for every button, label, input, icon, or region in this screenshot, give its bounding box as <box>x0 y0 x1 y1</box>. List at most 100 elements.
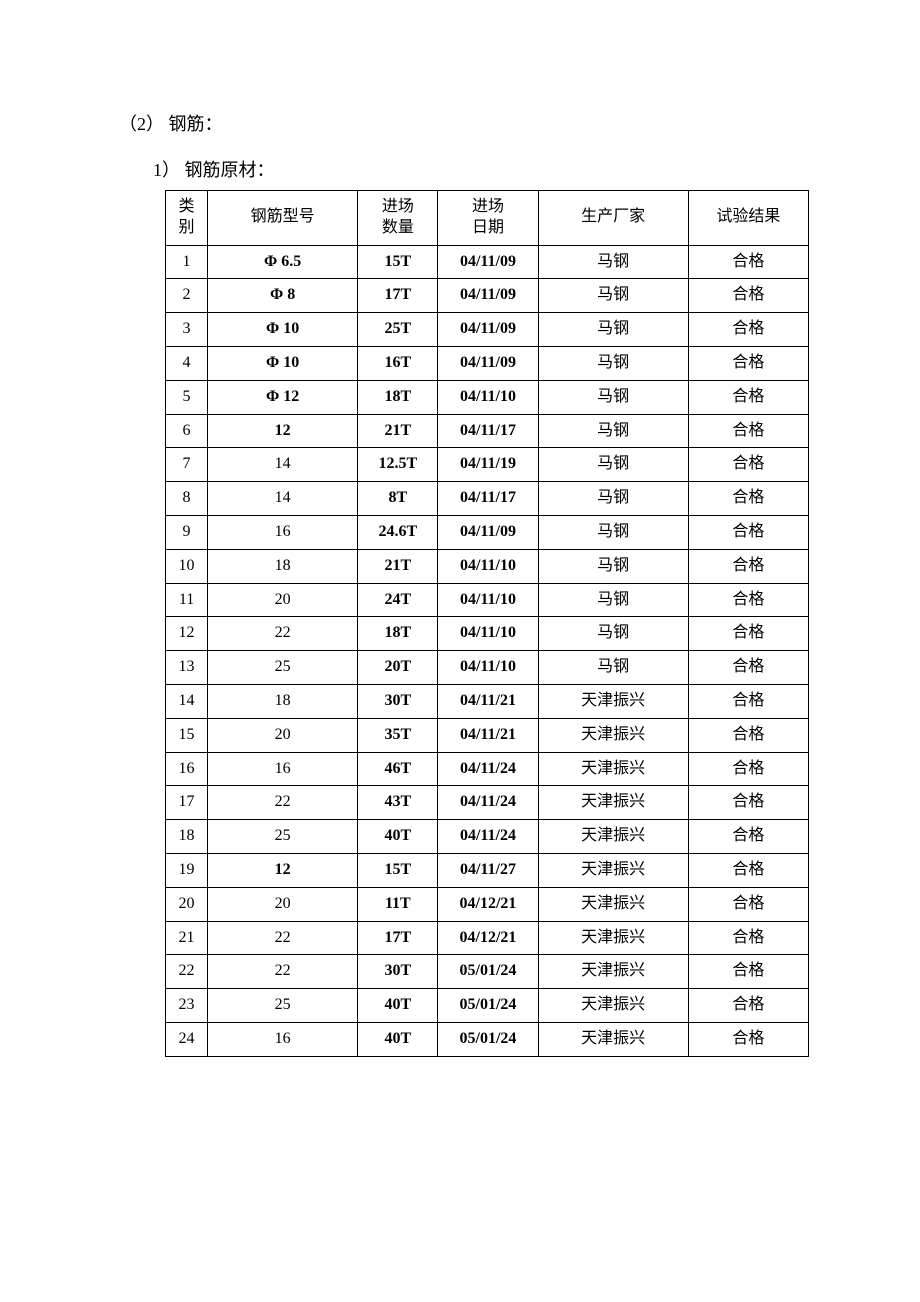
cell-manufacturer: 马钢 <box>538 651 688 685</box>
cell-quantity: 24T <box>358 583 438 617</box>
cell-quantity: 21T <box>358 549 438 583</box>
table-body: 1Φ 6.515T04/11/09马钢合格2Φ 817T04/11/09马钢合格… <box>166 245 809 1056</box>
cell-date: 04/11/09 <box>438 313 538 347</box>
cell-quantity: 18T <box>358 617 438 651</box>
cell-result: 合格 <box>688 786 808 820</box>
cell-date: 05/01/24 <box>438 989 538 1023</box>
cell-manufacturer: 天津振兴 <box>538 955 688 989</box>
cell-id: 21 <box>166 921 208 955</box>
cell-date: 04/12/21 <box>438 887 538 921</box>
cell-result: 合格 <box>688 380 808 414</box>
cell-result: 合格 <box>688 448 808 482</box>
cell-id: 15 <box>166 718 208 752</box>
cell-id: 20 <box>166 887 208 921</box>
cell-quantity: 35T <box>358 718 438 752</box>
cell-id: 17 <box>166 786 208 820</box>
cell-id: 19 <box>166 853 208 887</box>
cell-quantity: 12.5T <box>358 448 438 482</box>
cell-id: 13 <box>166 651 208 685</box>
cell-id: 3 <box>166 313 208 347</box>
col-header-category: 类 别 <box>166 191 208 246</box>
cell-quantity: 30T <box>358 684 438 718</box>
table-row: 241640T05/01/24天津振兴合格 <box>166 1022 809 1056</box>
subsection-number: 1） <box>153 160 180 180</box>
cell-model: 12 <box>208 414 358 448</box>
cell-result: 合格 <box>688 1022 808 1056</box>
cell-model: 22 <box>208 921 358 955</box>
cell-quantity: 40T <box>358 820 438 854</box>
cell-manufacturer: 马钢 <box>538 414 688 448</box>
cell-date: 04/11/17 <box>438 414 538 448</box>
cell-result: 合格 <box>688 414 808 448</box>
table-row: 3Φ 1025T04/11/09马钢合格 <box>166 313 809 347</box>
cell-date: 04/11/10 <box>438 583 538 617</box>
cell-model: 22 <box>208 786 358 820</box>
cell-manufacturer: 天津振兴 <box>538 989 688 1023</box>
cell-model: 14 <box>208 448 358 482</box>
cell-quantity: 16T <box>358 346 438 380</box>
cell-manufacturer: 天津振兴 <box>538 684 688 718</box>
cell-id: 9 <box>166 515 208 549</box>
cell-date: 04/11/10 <box>438 651 538 685</box>
cell-manufacturer: 天津振兴 <box>538 786 688 820</box>
cell-model: 22 <box>208 617 358 651</box>
table-row: 132520T04/11/10马钢合格 <box>166 651 809 685</box>
cell-manufacturer: 马钢 <box>538 448 688 482</box>
cell-date: 05/01/24 <box>438 955 538 989</box>
cell-result: 合格 <box>688 718 808 752</box>
cell-result: 合格 <box>688 515 808 549</box>
cell-model: Φ 10 <box>208 313 358 347</box>
cell-manufacturer: 天津振兴 <box>538 921 688 955</box>
cell-model: 18 <box>208 684 358 718</box>
cell-manufacturer: 天津振兴 <box>538 853 688 887</box>
table-row: 161646T04/11/24天津振兴合格 <box>166 752 809 786</box>
cell-quantity: 24.6T <box>358 515 438 549</box>
col-header-model: 钢筋型号 <box>208 191 358 246</box>
cell-date: 04/11/24 <box>438 820 538 854</box>
cell-model: 22 <box>208 955 358 989</box>
cell-manufacturer: 马钢 <box>538 482 688 516</box>
table-row: 1Φ 6.515T04/11/09马钢合格 <box>166 245 809 279</box>
cell-manufacturer: 马钢 <box>538 583 688 617</box>
table-row: 122218T04/11/10马钢合格 <box>166 617 809 651</box>
cell-model: 25 <box>208 651 358 685</box>
cell-manufacturer: 天津振兴 <box>538 752 688 786</box>
cell-quantity: 40T <box>358 1022 438 1056</box>
cell-quantity: 15T <box>358 853 438 887</box>
subsection-heading: 1） 钢筋原材： <box>115 156 805 182</box>
cell-result: 合格 <box>688 752 808 786</box>
col-header-quantity: 进场 数量 <box>358 191 438 246</box>
cell-model: Φ 8 <box>208 279 358 313</box>
cell-id: 8 <box>166 482 208 516</box>
cell-quantity: 46T <box>358 752 438 786</box>
cell-id: 1 <box>166 245 208 279</box>
cell-quantity: 8T <box>358 482 438 516</box>
cell-result: 合格 <box>688 989 808 1023</box>
cell-manufacturer: 马钢 <box>538 515 688 549</box>
cell-id: 18 <box>166 820 208 854</box>
table-row: 202011T04/12/21天津振兴合格 <box>166 887 809 921</box>
cell-id: 2 <box>166 279 208 313</box>
cell-result: 合格 <box>688 279 808 313</box>
cell-manufacturer: 天津振兴 <box>538 718 688 752</box>
cell-result: 合格 <box>688 955 808 989</box>
cell-result: 合格 <box>688 820 808 854</box>
cell-model: 16 <box>208 752 358 786</box>
table-row: 101821T04/11/10马钢合格 <box>166 549 809 583</box>
cell-date: 04/11/10 <box>438 617 538 651</box>
table-row: 152035T04/11/21天津振兴合格 <box>166 718 809 752</box>
cell-result: 合格 <box>688 651 808 685</box>
cell-result: 合格 <box>688 921 808 955</box>
cell-result: 合格 <box>688 684 808 718</box>
table-row: 2Φ 817T04/11/09马钢合格 <box>166 279 809 313</box>
cell-id: 23 <box>166 989 208 1023</box>
cell-model: Φ 12 <box>208 380 358 414</box>
cell-date: 04/11/10 <box>438 380 538 414</box>
cell-result: 合格 <box>688 313 808 347</box>
cell-id: 24 <box>166 1022 208 1056</box>
cell-manufacturer: 天津振兴 <box>538 820 688 854</box>
cell-manufacturer: 马钢 <box>538 549 688 583</box>
cell-manufacturer: 天津振兴 <box>538 1022 688 1056</box>
cell-result: 合格 <box>688 482 808 516</box>
cell-id: 16 <box>166 752 208 786</box>
